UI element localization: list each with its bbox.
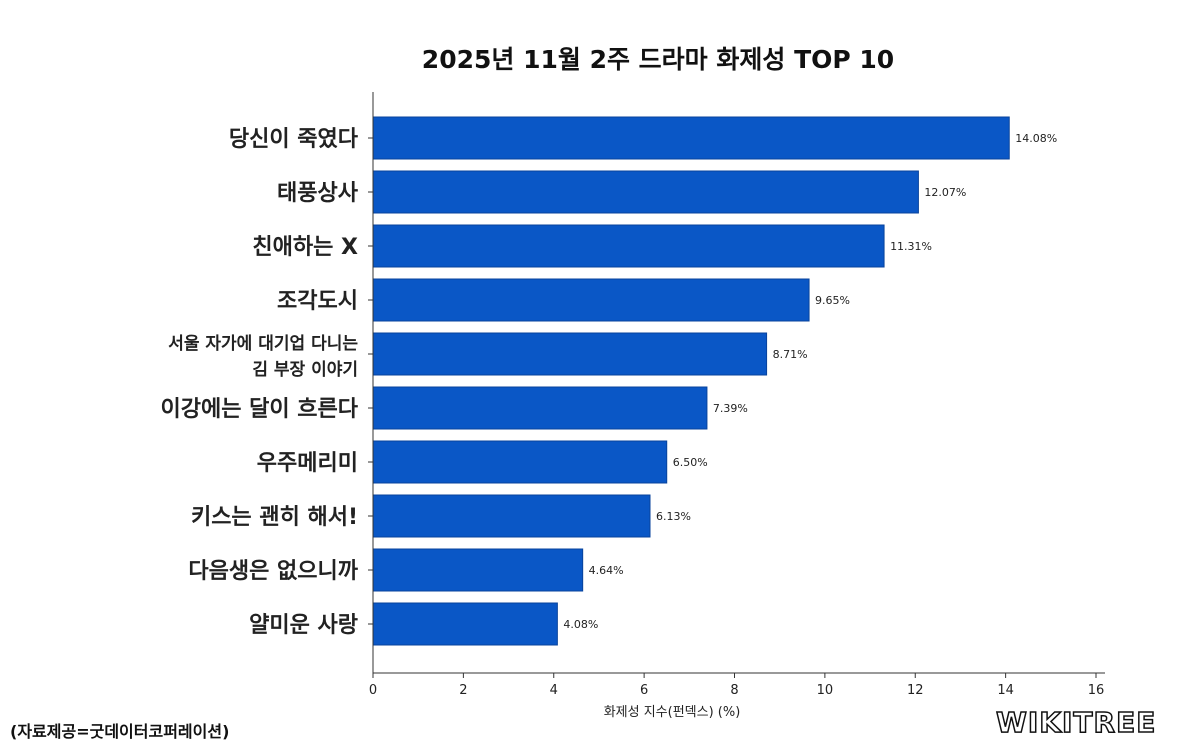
category-label: 조각도시 <box>277 289 358 314</box>
x-tick-label: 4 <box>550 683 558 698</box>
category-label: 태풍상사 <box>277 181 359 206</box>
category-label: 서울 자가에 대기업 다니는 김 부장 이야기 <box>168 334 358 380</box>
data-label: 4.64% <box>589 564 624 577</box>
category-label: 키스는 괜히 해서! <box>191 505 358 530</box>
x-tick-label: 2 <box>459 683 467 698</box>
x-tick-label: 0 <box>369 683 377 698</box>
data-label: 14.08% <box>1015 132 1057 145</box>
x-tick-label: 14 <box>997 683 1014 698</box>
data-label: 6.13% <box>656 510 691 523</box>
bar <box>372 440 668 484</box>
x-axis-label: 화제성 지수(펀덱스) (%) <box>604 705 741 720</box>
x-tick-label: 12 <box>907 683 924 698</box>
category-label: 다음생은 없으니까 <box>188 559 358 584</box>
x-tick-label: 16 <box>1088 683 1105 698</box>
bar <box>372 224 885 268</box>
data-label: 11.31% <box>890 240 932 253</box>
bar <box>372 386 708 430</box>
category-label: 우주메리미 <box>257 451 358 476</box>
category-label: 친애하는 X <box>252 235 358 260</box>
logo-text: WIKITREE <box>995 705 1157 740</box>
data-label: 7.39% <box>713 402 748 415</box>
data-label: 9.65% <box>815 294 850 307</box>
category-label: 얄미운 사랑 <box>249 613 358 638</box>
bar <box>372 278 810 322</box>
bar <box>372 602 558 646</box>
data-label: 6.50% <box>673 456 708 469</box>
data-label: 4.08% <box>563 618 598 631</box>
bar <box>372 494 651 538</box>
bar <box>372 548 584 592</box>
bar <box>372 170 919 214</box>
data-label: 8.71% <box>773 348 808 361</box>
x-tick-label: 8 <box>730 683 738 698</box>
x-tick-label: 10 <box>817 683 834 698</box>
source-credit: (자료제공=굿데이터코퍼레이션) <box>10 722 230 741</box>
category-label: 이강에는 달이 흐른다 <box>161 397 359 422</box>
x-tick-label: 6 <box>640 683 648 698</box>
bar <box>372 116 1010 160</box>
bar <box>372 332 768 376</box>
wikitree-logo: WIKITREE <box>995 705 1157 740</box>
category-label: 당신이 죽였다 <box>229 127 359 152</box>
chart-title: 2025년 11월 2주 드라마 화제성 TOP 10 <box>422 45 894 74</box>
data-label: 12.07% <box>924 186 966 199</box>
